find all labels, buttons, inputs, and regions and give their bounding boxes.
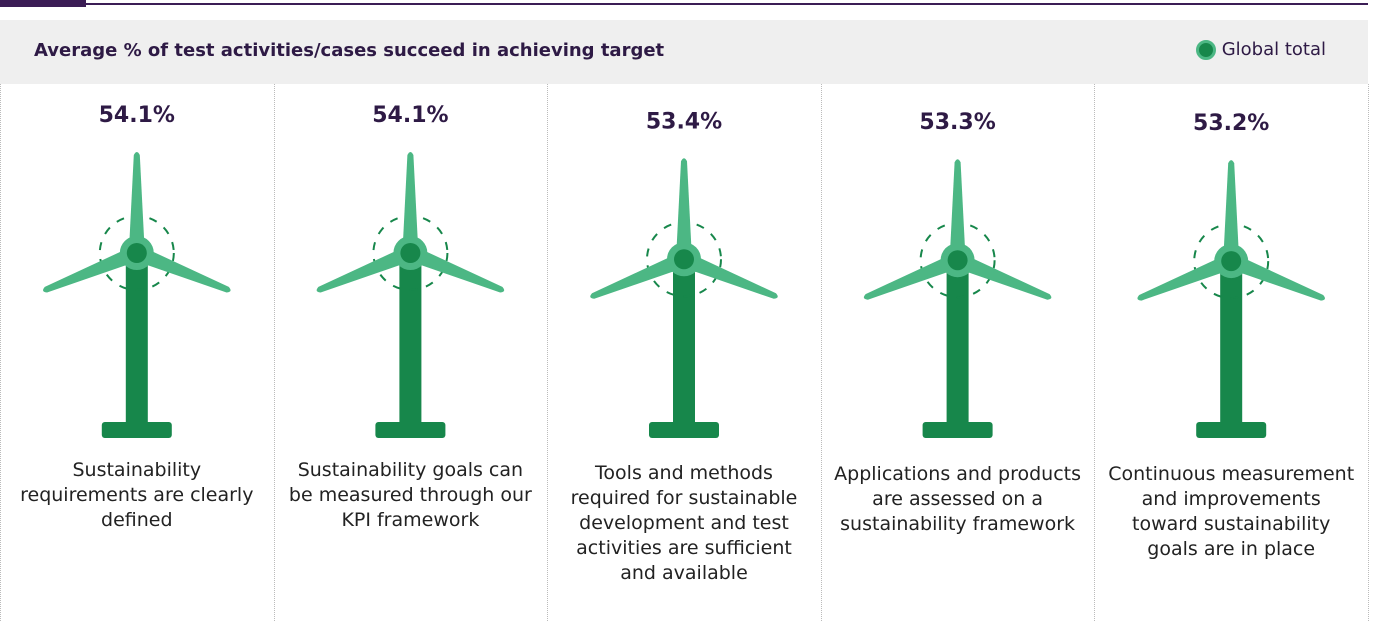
value-label: 54.1% (99, 103, 175, 128)
turbine-blade (316, 245, 414, 293)
turbine-blade (949, 159, 966, 261)
turbine (590, 158, 778, 438)
column-separator (547, 84, 549, 621)
value-label: 53.4% (646, 109, 722, 134)
category-label: Tools and methods required for sustainab… (570, 462, 798, 585)
value-label: 53.3% (919, 110, 995, 135)
turbine-tower (399, 253, 422, 425)
turbine-blade (863, 252, 961, 300)
turbine-hub-core (1221, 251, 1242, 272)
value-label: 53.2% (1193, 111, 1269, 136)
turbine-base (922, 422, 993, 438)
turbine-blade (407, 245, 505, 293)
value-label: 54.1% (372, 103, 448, 128)
turbine-blade (43, 245, 140, 293)
turbine-blade (128, 152, 145, 253)
column-separator (820, 84, 822, 621)
turbine-blade (1228, 253, 1325, 301)
column-separator (273, 84, 275, 621)
turbine-hub-core (126, 243, 147, 263)
column-separator (1368, 84, 1369, 621)
turbine-hub-core (947, 250, 968, 271)
turbine-hub-core (674, 249, 694, 270)
legend: Global total (1195, 39, 1326, 60)
turbine-blade (676, 158, 692, 260)
turbine-tower (125, 253, 148, 425)
turbine-blade (133, 245, 231, 293)
turbine (43, 152, 231, 438)
turbine-base (101, 422, 172, 438)
chart-title: Average % of test activities/cases succe… (34, 40, 665, 61)
turbine-base (1196, 422, 1267, 438)
legend-swatch (1195, 39, 1216, 60)
turbine-blade (402, 152, 419, 253)
turbine (863, 159, 1052, 438)
turbine-base (649, 422, 719, 438)
legend-label: Global total (1221, 39, 1326, 60)
top-rule (0, 3, 1368, 5)
turbine-tower (946, 260, 969, 425)
category-label: Sustainability requirements are clearly … (20, 459, 254, 531)
turbine-base (375, 422, 446, 438)
turbine-blade (954, 252, 1052, 300)
turbine-blade (590, 251, 687, 299)
turbine (316, 152, 505, 438)
column-separator (1094, 84, 1096, 621)
turbine-blade (1223, 160, 1240, 262)
turbine-blade (681, 251, 778, 299)
column-separator (0, 84, 1, 621)
header-band: Average % of test activities/cases succe… (0, 20, 1368, 84)
turbine (1137, 160, 1325, 438)
turbine-blade (1137, 253, 1235, 301)
turbine-hub-core (400, 243, 421, 263)
category-label: Sustainability goals can be measured thr… (288, 459, 532, 531)
turbine-tower (673, 259, 695, 425)
category-label: Applications and products are assessed o… (834, 462, 1082, 535)
turbine-tower (1220, 261, 1243, 425)
category-label: Continuous measurement and improvements … (1108, 463, 1355, 561)
